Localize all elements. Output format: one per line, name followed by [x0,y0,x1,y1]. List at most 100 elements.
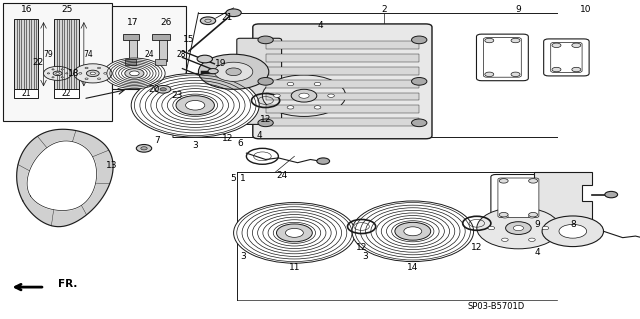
Text: 13: 13 [106,161,118,170]
Text: 4: 4 [257,131,262,140]
Text: 12: 12 [221,134,233,143]
Bar [3,3,112,121]
Circle shape [52,77,54,78]
Bar [14,89,38,98]
Text: 24: 24 [144,50,154,59]
Text: 2: 2 [381,5,387,14]
Text: 26: 26 [161,18,172,27]
FancyBboxPatch shape [484,38,522,77]
Circle shape [285,228,303,237]
Bar [155,59,166,65]
Text: 12: 12 [471,243,483,252]
Text: 4: 4 [317,21,323,30]
Circle shape [542,216,604,247]
Circle shape [131,73,259,137]
Bar [112,6,186,89]
Text: 8: 8 [570,220,575,229]
Circle shape [274,94,280,97]
Bar [54,89,79,98]
Text: 11: 11 [289,263,300,272]
Text: 3: 3 [193,141,198,150]
Circle shape [198,54,269,89]
Text: 10: 10 [580,5,591,14]
Circle shape [352,201,474,262]
Text: SP03-B5701D: SP03-B5701D [467,302,524,311]
Text: 9: 9 [516,5,521,14]
Circle shape [299,93,309,98]
Circle shape [200,17,216,25]
FancyBboxPatch shape [544,39,589,76]
Circle shape [125,69,144,78]
Bar [266,41,419,49]
Text: 22: 22 [62,89,71,98]
Circle shape [85,67,88,69]
Circle shape [395,222,431,240]
Text: 20: 20 [148,85,159,94]
Circle shape [499,212,508,217]
Circle shape [314,82,321,86]
Circle shape [262,75,346,116]
Circle shape [529,179,538,183]
Circle shape [412,119,427,127]
Text: 4: 4 [535,248,540,256]
Text: 74: 74 [83,50,93,59]
Text: 17: 17 [127,18,139,27]
Circle shape [542,226,548,230]
Circle shape [176,96,214,115]
Circle shape [66,73,68,74]
Circle shape [287,82,294,86]
Text: FR.: FR. [58,279,77,289]
Circle shape [552,67,561,72]
Text: 21: 21 [221,13,233,22]
Circle shape [328,94,334,97]
Text: 22: 22 [33,58,44,67]
FancyBboxPatch shape [550,42,582,72]
Circle shape [412,36,427,44]
Text: 24: 24 [276,171,287,180]
FancyBboxPatch shape [476,34,529,81]
Circle shape [208,69,218,74]
Circle shape [605,191,618,198]
Circle shape [97,67,100,69]
Text: 1: 1 [241,174,246,183]
Text: 12: 12 [260,115,271,124]
Circle shape [234,203,355,263]
Circle shape [511,72,520,77]
Circle shape [86,70,99,77]
Circle shape [52,69,54,70]
Circle shape [529,212,538,217]
Text: 25: 25 [61,5,72,14]
Circle shape [488,226,495,230]
Circle shape [502,215,508,218]
Polygon shape [17,129,113,227]
Bar [266,67,419,75]
Circle shape [197,55,212,63]
Circle shape [502,238,508,241]
Circle shape [506,222,531,234]
Circle shape [61,69,63,70]
Bar [266,54,419,62]
Text: 28: 28 [177,50,186,59]
Bar [152,34,170,40]
Circle shape [559,224,587,238]
Circle shape [404,227,422,236]
Text: 79: 79 [43,50,53,59]
FancyBboxPatch shape [491,174,546,221]
Circle shape [412,78,427,85]
Circle shape [226,9,241,17]
Bar [266,118,419,126]
Text: 3: 3 [362,252,367,261]
Circle shape [90,72,95,75]
Polygon shape [534,172,592,220]
Circle shape [44,66,72,80]
Bar [159,38,167,61]
Circle shape [141,147,147,150]
Circle shape [47,73,49,74]
Circle shape [552,43,561,48]
Circle shape [511,38,520,43]
Bar [266,93,419,100]
Circle shape [477,207,560,249]
Text: 5: 5 [231,174,236,183]
FancyBboxPatch shape [498,178,539,218]
Circle shape [85,78,88,79]
